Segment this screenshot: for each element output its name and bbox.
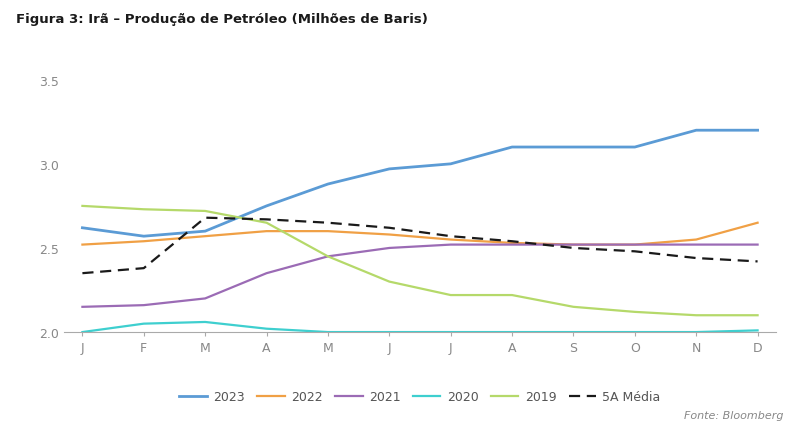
Text: Figura 3: Irã – Produção de Petróleo (Milhões de Baris): Figura 3: Irã – Produção de Petróleo (Mi… [16, 13, 428, 26]
Text: Fonte: Bloomberg: Fonte: Bloomberg [685, 410, 784, 420]
Legend: 2023, 2022, 2021, 2020, 2019, 5A Média: 2023, 2022, 2021, 2020, 2019, 5A Média [174, 386, 666, 409]
